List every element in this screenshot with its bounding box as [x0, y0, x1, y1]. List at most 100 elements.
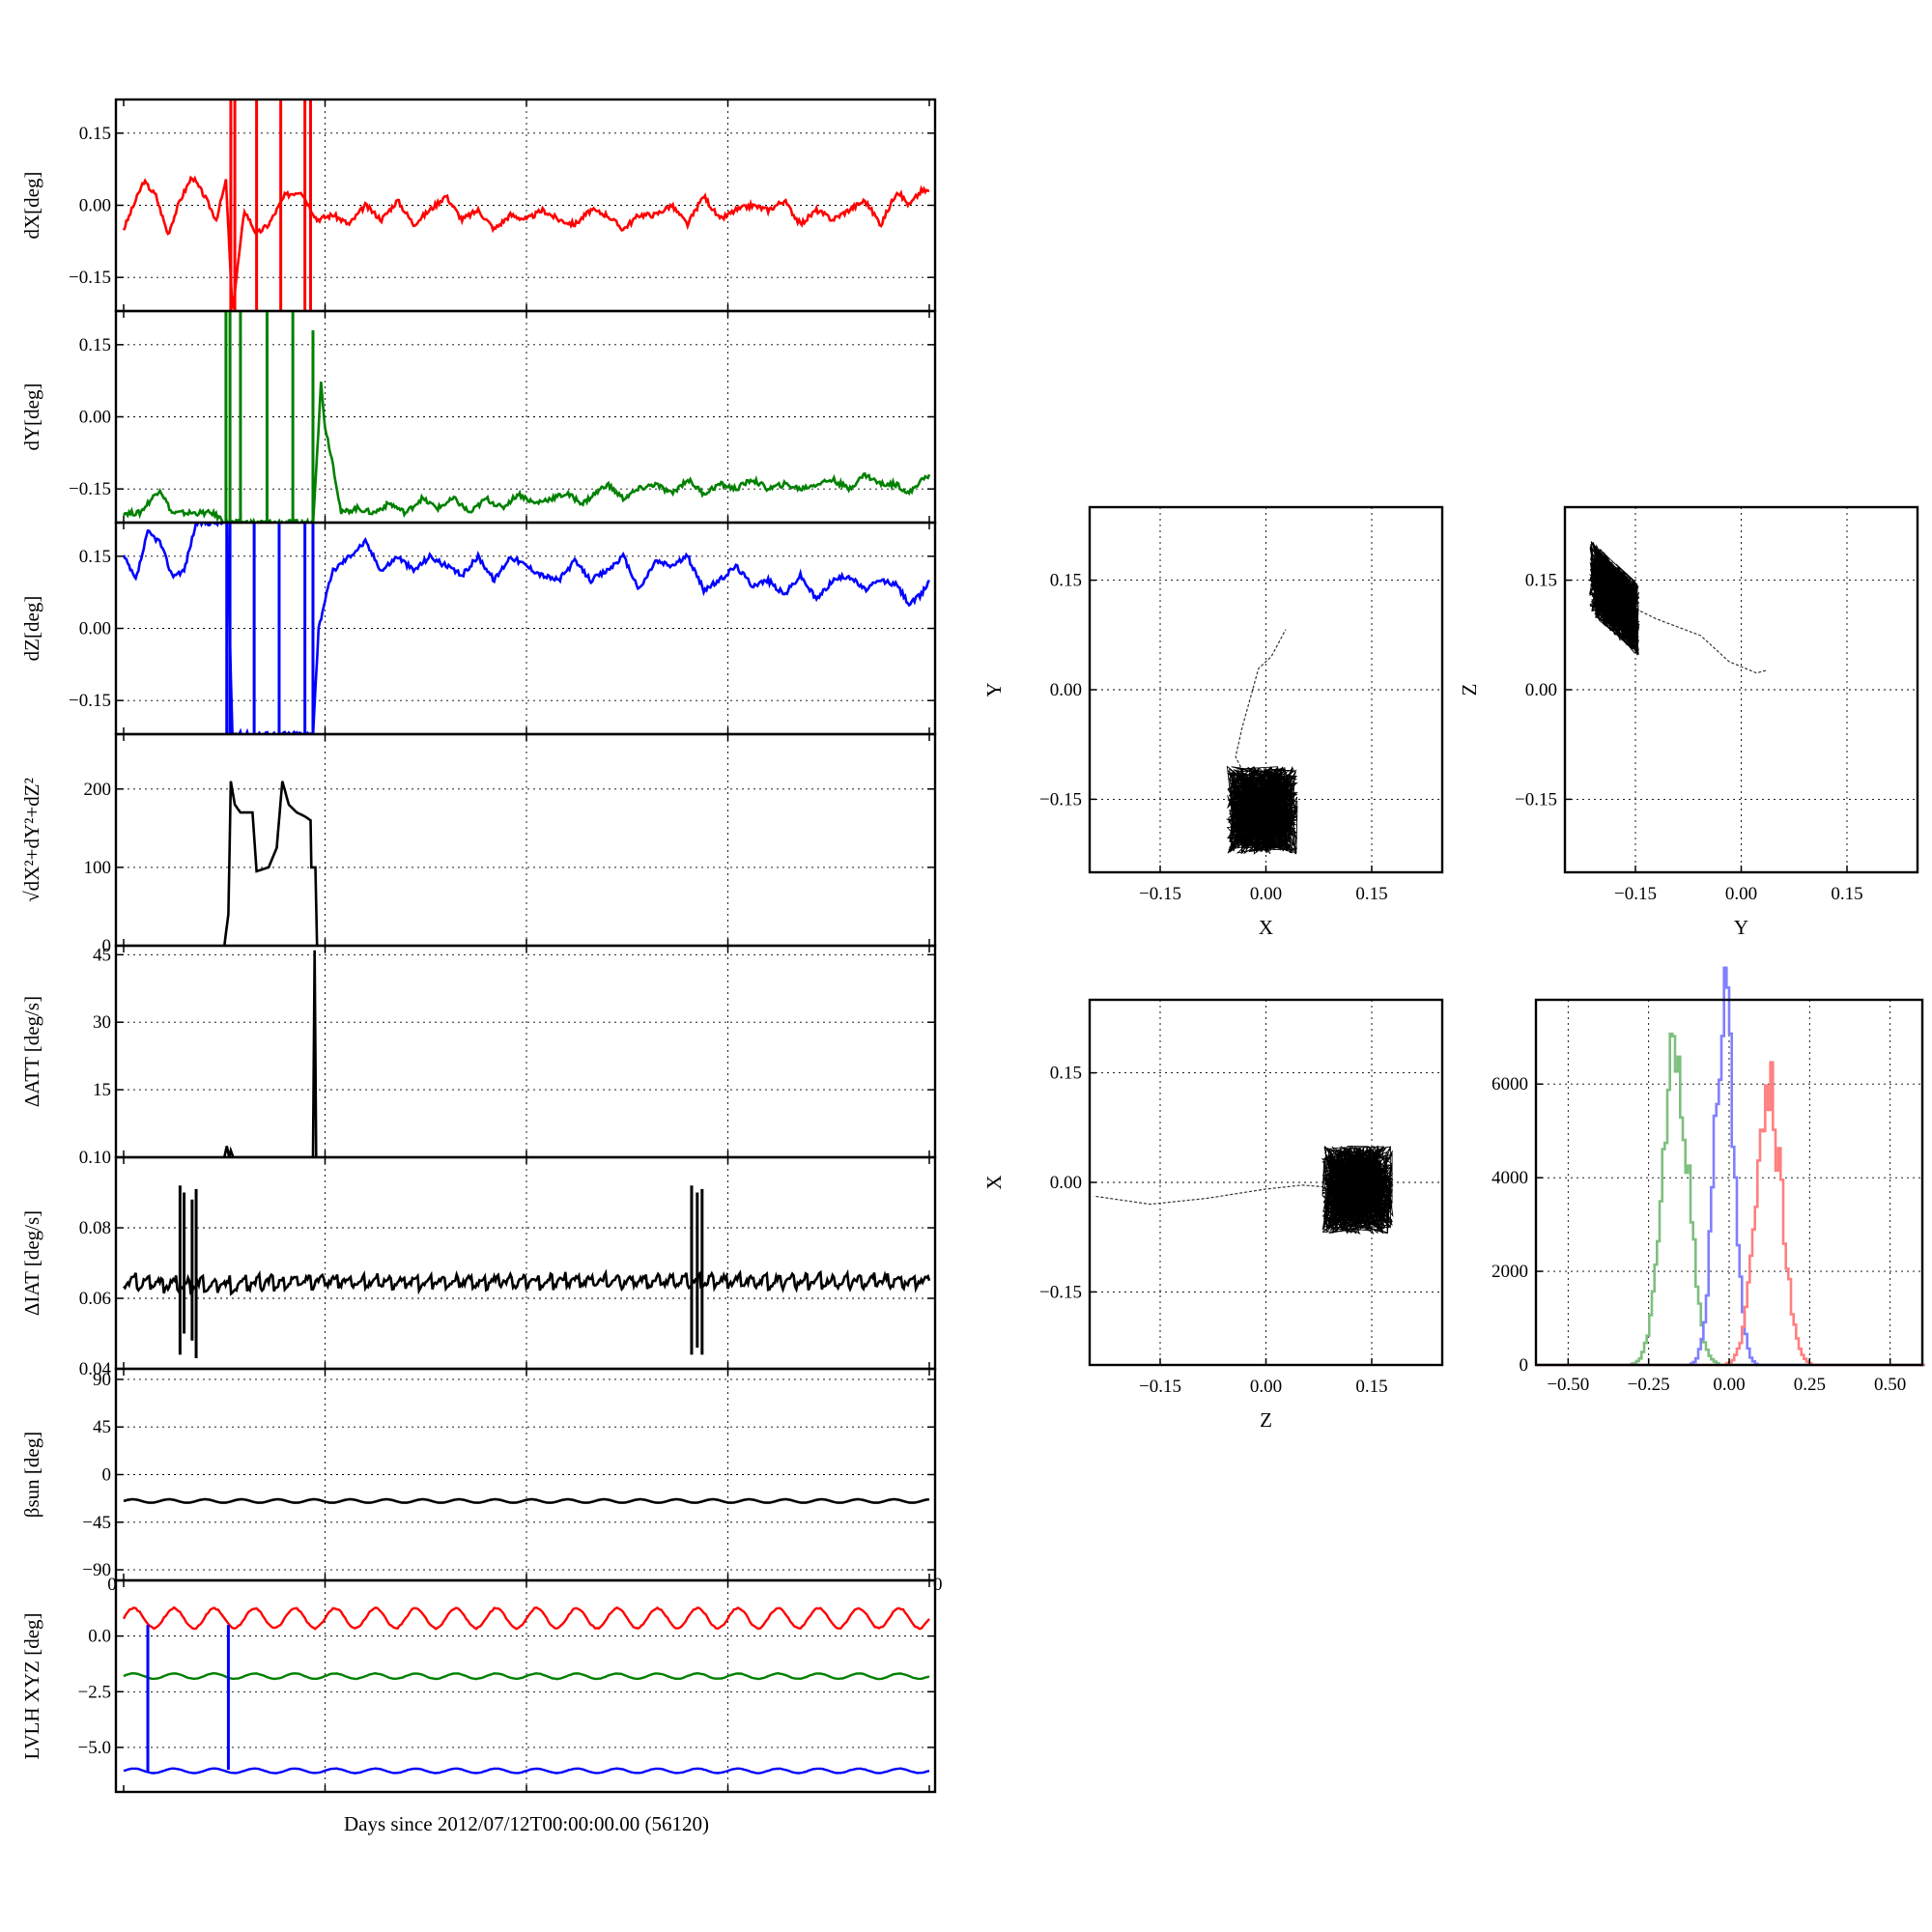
data-layer — [1588, 541, 1768, 674]
y-tick-label: 15 — [93, 1080, 111, 1100]
y-tick-label: 0.00 — [79, 196, 111, 216]
y-tick-label: 0 — [102, 936, 112, 956]
scatter-cluster — [1225, 765, 1298, 855]
x-tick-label: −0.25 — [1628, 1375, 1670, 1395]
series-line — [123, 1671, 930, 1681]
x-axis-label: Z — [1260, 1408, 1272, 1432]
y-tick-label: 4000 — [1492, 1168, 1528, 1188]
panel-5: 0.10 15 30 45 ΔATT [deg/s] — [20, 944, 937, 1168]
x-tick-label: 0.15 — [1831, 884, 1862, 904]
y-tick-label: 0.00 — [79, 619, 111, 639]
x-tick-label: 0.00 — [1713, 1375, 1745, 1395]
y-tick-label: 30 — [93, 1012, 111, 1033]
data-layer — [1094, 1145, 1394, 1236]
y-tick-label: 0 — [102, 1465, 112, 1486]
y-axis-label: dX[deg] — [20, 172, 43, 240]
x-tick-label: 0 — [933, 1575, 943, 1595]
series-line — [122, 175, 929, 309]
y-tick-label: 0.15 — [1050, 1064, 1082, 1084]
y-tick-label: 45 — [93, 1417, 111, 1437]
y-axis-label: ΔATT [deg/s] — [20, 996, 43, 1107]
series-line — [123, 1268, 931, 1296]
y-tick-label: 90 — [93, 1370, 111, 1390]
y-axis-label: βsun [deg] — [20, 1432, 43, 1518]
y-tick-label: −90 — [82, 1560, 111, 1580]
y-axis-label: ΔIAT [deg/s] — [20, 1210, 43, 1316]
x-tick-label: −0.50 — [1547, 1375, 1589, 1395]
y-tick-label: 0.15 — [79, 124, 111, 144]
y-tick-label: −5.0 — [78, 1738, 111, 1758]
panel-8: −5.0 −2.5 0.0 LVLH XYZ [deg] — [20, 1578, 937, 1794]
x-tick-label: 0.15 — [1355, 884, 1387, 904]
time-series-stack: −0.150.000.15dX[deg]−0.150.000.15dY[deg]… — [20, 98, 943, 1794]
y-tick-label: 0.0 — [88, 1627, 111, 1647]
y-tick-label: −0.15 — [1039, 789, 1082, 810]
panel-3: −0.15 0.00 0.15 dZ[deg] — [20, 521, 937, 736]
series-line — [122, 523, 931, 734]
panel-frame — [114, 1155, 937, 1371]
series-line — [122, 1605, 930, 1631]
y-tick-label: −2.5 — [78, 1682, 111, 1702]
scatter-panels: −0.15 −0.15 0.00 0.00 0.15 0.15 X Y −0.15 −0.15 0.… — [982, 505, 1919, 1432]
y-tick-label: 100 — [84, 858, 112, 878]
y-tick-label: 0.00 — [1525, 680, 1557, 700]
data-layer — [123, 1497, 930, 1504]
y-axis-label: dZ[deg] — [20, 596, 43, 662]
y-tick-label: 0.10 — [79, 1148, 111, 1168]
y-axis-label: √dX²+dY²+dZ² — [20, 778, 43, 902]
scatter-trail — [1094, 1184, 1358, 1206]
y-tick-label: 6000 — [1492, 1074, 1528, 1094]
panel-4: 0 100 200 √dX²+dY²+dZ² — [20, 732, 937, 956]
x-tick-label: −0.15 — [1614, 884, 1657, 904]
y-tick-label: 200 — [84, 780, 112, 800]
panel-6: 0.04 0.06 0.08 ΔIAT [deg/s] — [20, 1155, 937, 1379]
data-layer — [123, 1185, 931, 1359]
y-tick-label: −0.15 — [69, 691, 111, 711]
series-line — [123, 1767, 930, 1775]
x-tick-label: 0.50 — [1874, 1375, 1906, 1395]
panel-frame — [114, 732, 937, 948]
y-axis-label: dY[deg] — [20, 384, 43, 451]
panel-frame — [114, 944, 937, 1159]
y-tick-label: 0.08 — [79, 1218, 111, 1238]
panel-1: −0.15 0.00 0.15 dX[deg] — [20, 98, 937, 313]
scatter-trail — [1613, 597, 1768, 674]
x-tick-label: −0.15 — [1139, 884, 1181, 904]
x-axis-label: Days since 2012/07/12T00:00:00.00 (56120… — [344, 1812, 709, 1835]
scatter-trail — [1235, 629, 1287, 811]
x-tick-label: 0.00 — [1250, 1377, 1282, 1397]
series-line — [223, 950, 318, 1157]
scatter-cluster — [1321, 1145, 1394, 1236]
panel-frame — [114, 1578, 937, 1794]
y-tick-label: −0.15 — [69, 479, 111, 499]
x-tick-label: 0.00 — [1725, 884, 1757, 904]
x-tick-label: −0.15 — [1139, 1377, 1181, 1397]
y-axis-label: LVLH XYZ [deg] — [20, 1612, 43, 1759]
y-tick-label: −0.15 — [1039, 1282, 1082, 1302]
y-tick-label: 2000 — [1492, 1262, 1528, 1282]
data-layer — [122, 99, 929, 311]
y-axis-label: X — [982, 1175, 1006, 1189]
data-layer — [122, 523, 931, 734]
x-tick-label: 0 — [107, 1575, 117, 1595]
y-tick-label: 0.00 — [1050, 680, 1082, 700]
y-tick-label: 0 — [1520, 1355, 1529, 1376]
y-tick-label: 0.15 — [1525, 571, 1557, 591]
histogram-series — [1536, 1061, 1925, 1367]
y-axis-label: Z — [1458, 684, 1481, 696]
panel-2: −0.15 0.00 0.15 dY[deg] — [20, 309, 937, 525]
y-tick-label: 0.15 — [79, 547, 111, 567]
y-axis-label: Y — [982, 682, 1006, 696]
y-tick-label: −0.15 — [1515, 789, 1557, 810]
x-axis-label: Y — [1734, 916, 1748, 939]
series-line — [123, 1497, 930, 1504]
series-line — [223, 781, 319, 946]
y-tick-label: 0.00 — [1050, 1173, 1082, 1193]
histogram-panel: −0.50 −0.25 0.00 0.25 0.50 0 2000 4000 6000 — [1492, 966, 1925, 1395]
x-tick-label: 0.15 — [1355, 1377, 1387, 1397]
y-tick-label: 0.00 — [79, 408, 111, 428]
histogram-frame — [1534, 998, 1924, 1367]
scatter-cluster — [1588, 541, 1640, 656]
y-tick-label: −45 — [82, 1513, 111, 1533]
